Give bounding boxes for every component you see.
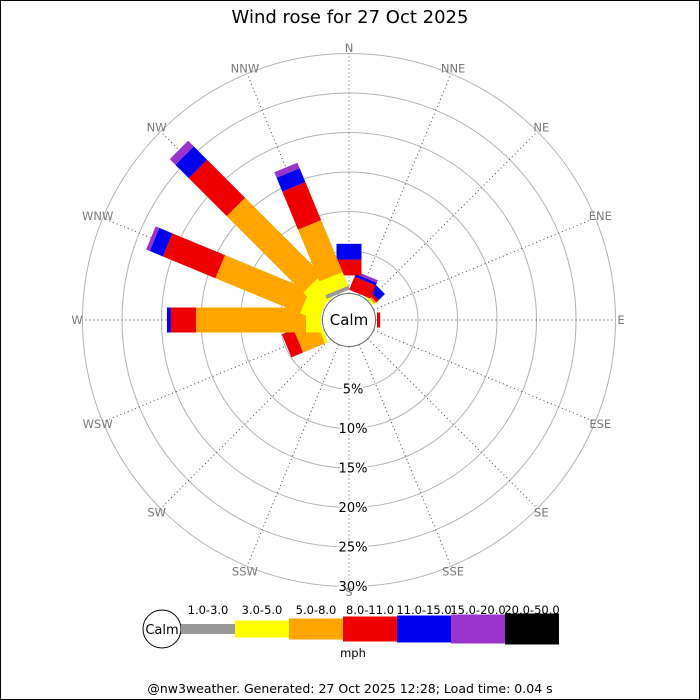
direction-label-SSE: SSE	[442, 564, 464, 578]
ring-label-5pct: 5%	[343, 383, 364, 398]
spoke-ESE	[373, 329, 596, 423]
legend-label-1.0-3.0: 1.0-3.0	[188, 603, 229, 617]
legend-swatch-1.0-3.0	[181, 624, 235, 634]
petal-NW-seg-11.0-15.0	[175, 146, 208, 179]
petal-W-seg-8.0-11.0	[170, 307, 197, 333]
legend-swatch-3.0-5.0	[235, 620, 289, 638]
petal-WNW-seg-8.0-11.0	[162, 233, 226, 279]
direction-label-S: S	[345, 585, 352, 599]
petal-WNW-seg-5.0-8.0	[215, 255, 310, 314]
legend-swatch-11.0-15.0	[397, 615, 451, 643]
ring-label-30pct: 30%	[339, 580, 368, 595]
ring-label-20pct: 20%	[339, 501, 368, 516]
spoke-ENE	[373, 217, 596, 311]
direction-label-N: N	[345, 41, 354, 55]
petal-E-seg-8.0-11.0	[376, 312, 381, 328]
legend	[142, 609, 559, 649]
direction-label-ESE: ESE	[589, 417, 611, 431]
direction-label-NW: NW	[147, 121, 167, 135]
spoke-SE	[367, 338, 538, 509]
petal-W-seg-5.0-8.0	[196, 307, 306, 333]
direction-label-NNW: NNW	[231, 62, 260, 76]
petal-N-seg-8.0-11.0	[336, 259, 362, 276]
petal-NNW-seg-3.0-5.0	[319, 271, 349, 296]
petal-E	[376, 312, 381, 328]
spoke-NE	[367, 131, 538, 302]
petal-N-seg-11.0-15.0	[336, 243, 362, 260]
legend-label-3.0-5.0: 3.0-5.0	[242, 603, 283, 617]
direction-label-WNW: WNW	[82, 209, 113, 223]
petal-NNW-seg-8.0-11.0	[282, 182, 322, 230]
legend-swatch-20.0-50.0	[505, 613, 559, 645]
calm-circle	[322, 293, 376, 347]
direction-label-NNE: NNE	[441, 62, 465, 76]
chart-title: Wind rose for 27 Oct 2025	[231, 7, 469, 28]
petal-W-seg-11.0-15.0	[166, 307, 171, 333]
petal-WNW-seg-11.0-15.0	[149, 227, 173, 257]
petal-NNE-seg-8.0-11.0	[349, 276, 376, 299]
legend-swatch-5.0-8.0	[289, 618, 343, 640]
petal-NNW-seg-15.0-20.0	[274, 162, 300, 178]
direction-label-SE: SE	[534, 505, 549, 519]
legend-label-11.0-15.0: 11.0-15.0	[396, 603, 451, 617]
legend-swatch-8.0-11.0	[343, 616, 397, 642]
petal-NW-seg-5.0-8.0	[226, 197, 322, 293]
direction-label-NE: NE	[533, 121, 549, 135]
legend-label-5.0-8.0: 5.0-8.0	[296, 603, 337, 617]
spoke-SW	[160, 338, 331, 509]
petal-NNW	[274, 162, 350, 299]
direction-label-WSW: WSW	[83, 417, 113, 431]
petal-NW	[169, 140, 339, 310]
legend-label-15.0-20.0: 15.0-20.0	[450, 603, 505, 617]
petal-NW-seg-8.0-11.0	[188, 159, 246, 217]
ring-label-10pct: 10%	[339, 422, 368, 437]
petal-NNW-seg-11.0-15.0	[276, 168, 306, 192]
petal-NNE-seg-11.0-15.0	[354, 274, 377, 286]
petal-WSW-seg-8.0-11.0	[281, 329, 304, 358]
grid-ring-30pct	[82, 53, 616, 587]
spoke-SSW	[246, 344, 340, 567]
petal-N	[336, 243, 362, 276]
ring-label-25pct: 25%	[339, 541, 368, 556]
legend-calm-label: Calm	[145, 623, 178, 638]
petal-NNW-seg-1.0-3.0	[325, 285, 350, 299]
direction-label-ENE: ENE	[589, 209, 612, 223]
direction-label-E: E	[617, 313, 624, 327]
legend-label-20.0-50.0: 20.0-50.0	[504, 603, 559, 617]
calm-label: Calm	[330, 311, 368, 329]
legend-swatch-15.0-20.0	[451, 614, 505, 644]
legend-units-label: mph	[340, 646, 366, 660]
spoke-NNE	[358, 73, 452, 296]
petal-NNW-seg-5.0-8.0	[298, 220, 343, 282]
direction-label-SW: SW	[147, 505, 166, 519]
petal-NW-seg-15.0-20.0	[169, 140, 194, 165]
spoke-SSE	[358, 344, 452, 567]
ring-label-15pct: 15%	[339, 462, 368, 477]
footer-credit: @nw3weather. Generated: 27 Oct 2025 12:2…	[147, 681, 553, 696]
legend-label-8.0-11.0: 8.0-11.0	[346, 603, 394, 617]
direction-label-SSW: SSW	[232, 564, 258, 578]
direction-label-W: W	[71, 313, 82, 327]
petal-WNW-seg-15.0-20.0	[146, 226, 160, 251]
